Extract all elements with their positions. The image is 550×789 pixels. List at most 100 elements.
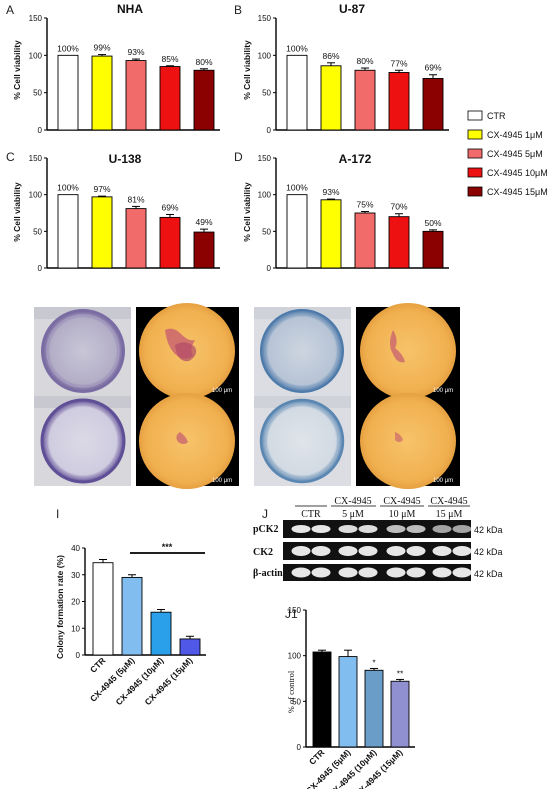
bar-c-0 [57,194,79,269]
blot-group-ctr: CTR [301,509,321,520]
legend-label-15um: CX-4945 15μM [487,187,548,197]
y-axis-label-i: Colony formation rate (%) [55,555,65,659]
blot-dose-15: 15 μM [436,509,463,520]
y-tick-label: 150 [29,154,43,163]
blot-band [386,567,406,578]
significance-star: ** [397,668,404,678]
y-tick-label: 150 [29,14,43,23]
photo-plate-u138-ctr [34,307,131,396]
blot-band [291,567,311,578]
value-label: 93% [127,47,144,57]
bar-a-4 [193,69,215,131]
value-label: 49% [195,217,212,227]
chart-title-nha: NHA [117,2,143,16]
value-label: 69% [161,202,178,212]
y-tick-label: 0 [38,126,43,135]
blot-band [406,546,426,556]
panel-label-j: J [262,507,268,521]
chart-c: 0 50 100 150 100% 97% 81% 69% 49% [29,154,220,273]
blot-band [291,546,311,556]
value-label: 86% [322,51,339,61]
value-label: 85% [161,54,178,64]
blot-band [338,546,358,556]
blot-band [452,546,472,556]
value-label: 70% [390,202,407,212]
legend-label-10um: CX-4945 10μM [487,168,548,178]
blot-band [358,525,378,533]
bar-a-0 [57,54,79,131]
y-tick-label: 30 [71,571,80,580]
y-tick-label: 0 [267,126,272,135]
blot-band [452,525,472,533]
legend: CTR CX-4945 1μM CX-4945 5μM CX-4945 10μM… [467,110,548,197]
chart-title-a172: A-172 [339,152,372,166]
value-label: 77% [390,58,407,68]
blot-dose-5: 5 μM [342,509,364,520]
bar-i-2 [150,611,172,656]
y-tick-label: 0 [76,651,81,660]
value-label: 100% [286,183,308,193]
legend-swatch-ctr [467,110,483,121]
y-tick-label: 50 [292,697,301,706]
bar-a-3 [159,66,181,131]
blot-kda-pck2: 42 kDa [474,525,503,535]
value-label: 81% [127,194,144,204]
value-label: 99% [93,43,110,53]
bar-b-3 [388,72,410,131]
chart-d: 0 50 100 150 100% 93% 75% 70% 50% [258,154,449,273]
panel-label-d: D [234,150,243,164]
blot-band [406,567,426,578]
y-tick-label: 100 [29,191,43,200]
blot-band [358,567,378,578]
blot-band [386,525,406,533]
y-tick-label: 40 [71,544,80,553]
value-label: 100% [57,183,79,193]
legend-swatch-5um [467,148,483,159]
chart-title-u87: U-87 [339,2,365,16]
y-tick-label: 50 [33,89,42,98]
bar-d-3 [388,216,410,269]
blot-group-cx-5: CX-4945 [334,496,371,507]
scale-bar-f: 100 μm [433,388,453,394]
value-label: 80% [195,57,212,67]
y-tick-label: 100 [258,51,272,60]
blot-band [386,546,406,556]
blot-band [291,525,311,533]
blot-band [358,546,378,556]
y-tick-label: 50 [33,227,42,236]
panel-label-c: C [6,150,15,164]
blot-band [338,567,358,578]
value-label: 69% [424,63,441,73]
bar-a-1 [91,55,113,131]
bar-c-3 [159,216,181,269]
bar-b-0 [286,54,308,131]
y-tick-label: 100 [29,51,43,60]
blot-band [432,567,452,578]
panel-label-i: I [56,507,59,521]
y-tick-label: 10 [71,624,80,633]
blot-row-ck2: CK2 [253,547,273,558]
bar-j1-1 [338,656,358,748]
blot-band [311,567,331,578]
value-label: 50% [424,218,441,228]
photo-plate-a172-ctr [254,307,351,396]
chart-b: 0 50 100 150 100% 86% 80% 77% 69% [258,14,449,135]
bar-j1-0 [312,651,332,748]
blot-group-cx-15: CX-4945 [430,496,467,507]
y-axis-label-j1: % of control [286,670,296,713]
y-tick-label: 0 [297,743,302,752]
scale-bar-g: 100 μm [212,478,232,484]
blot-row-actin: β-actin [253,568,283,579]
bar-i-0 [92,562,114,656]
blot-band [432,525,452,533]
y-tick-label: 100 [258,191,272,200]
x-tick-label: CTR [88,655,107,674]
bar-d-2 [354,212,376,269]
blot-group-cx-10: CX-4945 [383,496,420,507]
bar-b-4 [422,78,444,131]
panel-label-b: B [234,3,242,17]
photo-micro-g: 100 μm [136,393,239,489]
